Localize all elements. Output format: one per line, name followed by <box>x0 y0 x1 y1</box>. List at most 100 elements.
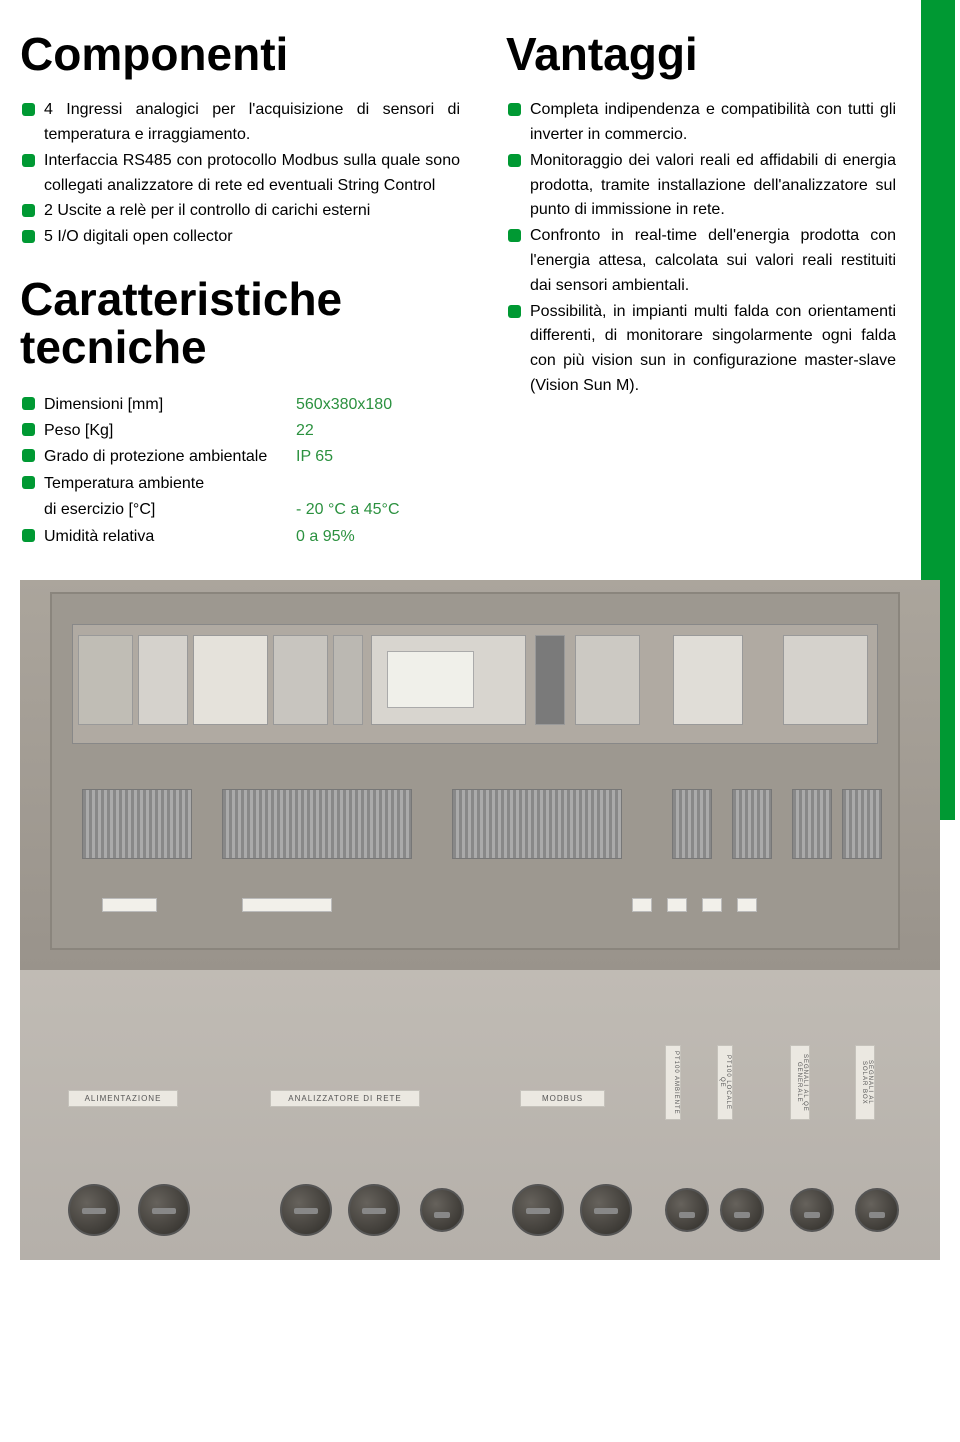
small-label-icon <box>632 898 652 912</box>
spec-label: Grado di protezione ambientale <box>44 444 296 470</box>
list-item-text: Completa indipendenza e compatibilità co… <box>530 101 896 143</box>
panel-label-segnali-solar: SEGNALI AL SOLAR BOX <box>855 1045 875 1120</box>
bullet-icon <box>22 529 35 542</box>
cable-gland-icon <box>280 1184 332 1236</box>
bullet-icon <box>22 204 35 217</box>
panel-label-segnali-qe: SEGNALI AL QE GENERALE <box>790 1045 810 1120</box>
bullet-icon <box>22 230 35 243</box>
list-item-text: Confronto in real-time dell'energia prod… <box>530 227 896 294</box>
cable-gland-icon <box>68 1184 120 1236</box>
list-item: 5 I/O digitali open collector <box>20 225 460 250</box>
terminal-block-icon <box>82 789 192 859</box>
list-item: Possibilità, in impianti multi falda con… <box>506 300 896 399</box>
list-item: Interfaccia RS485 con protocollo Modbus … <box>20 149 460 199</box>
bullet-icon <box>22 476 35 489</box>
terminal-block-icon <box>452 789 622 859</box>
cable-gland-icon <box>790 1188 834 1232</box>
spec-row: di esercizio [°C] - 20 °C a 45°C <box>20 497 460 523</box>
list-item-text: Interfaccia RS485 con protocollo Modbus … <box>44 152 460 194</box>
spec-row: Peso [Kg] 22 <box>20 418 460 444</box>
list-item-text: 4 Ingressi analogici per l'acquisizione … <box>44 101 460 143</box>
list-item: Completa indipendenza e compatibilità co… <box>506 98 896 148</box>
spec-label: di esercizio [°C] <box>44 497 296 523</box>
list-item-text: Possibilità, in impianti multi falda con… <box>530 303 896 394</box>
module-icon <box>783 635 868 725</box>
vantaggi-list: Completa indipendenza e compatibilità co… <box>506 98 896 399</box>
cabinet-interior <box>50 592 900 950</box>
heading-text: Caratteristiche tecniche <box>20 273 342 373</box>
spec-value: 560x380x180 <box>296 392 392 418</box>
panel-label-analizzatore: ANALIZZATORE DI RETE <box>270 1090 420 1107</box>
terminal-block-icon <box>222 789 412 859</box>
small-label-icon <box>242 898 332 912</box>
module-icon <box>193 635 268 725</box>
bullet-icon <box>508 154 521 167</box>
spec-row: Umidità relativa 0 a 95% <box>20 524 460 550</box>
display-module-icon <box>371 635 526 725</box>
cable-gland-icon <box>420 1188 464 1232</box>
cable-gland-icon <box>348 1184 400 1236</box>
panel-label-alimentazione: ALIMENTAZIONE <box>68 1090 178 1107</box>
cable-gland-icon <box>512 1184 564 1236</box>
spec-row: Grado di protezione ambientale IP 65 <box>20 444 460 470</box>
terminal-block-icon <box>792 789 832 859</box>
spec-row: Temperatura ambiente <box>20 471 460 497</box>
cabinet-bottom-panel: ALIMENTAZIONE ANALIZZATORE DI RETE MODBU… <box>20 970 940 1260</box>
spec-label: Umidità relativa <box>44 524 296 550</box>
panel-label-pt100-loc: PT100 LOCALE QE <box>717 1045 733 1120</box>
label-strip <box>92 898 858 918</box>
specs-list: Dimensioni [mm] 560x380x180 Peso [Kg] 22… <box>20 392 460 550</box>
module-icon <box>138 635 188 725</box>
bullet-icon <box>22 103 35 116</box>
module-icon <box>273 635 328 725</box>
terminal-block-icon <box>732 789 772 859</box>
panel-label-modbus: MODBUS <box>520 1090 605 1107</box>
right-column: Vantaggi Completa indipendenza e compati… <box>506 30 896 550</box>
cable-gland-icon <box>665 1188 709 1232</box>
bullet-icon <box>22 449 35 462</box>
panel-label-pt100-amb: PT100 AMBIENTE <box>665 1045 681 1120</box>
spec-value: IP 65 <box>296 444 333 470</box>
product-photo: ALIMENTAZIONE ANALIZZATORE DI RETE MODBU… <box>20 580 940 1260</box>
din-rail-upper <box>72 624 878 744</box>
small-label-icon <box>737 898 757 912</box>
din-rail-lower <box>72 784 878 869</box>
spec-row: Dimensioni [mm] 560x380x180 <box>20 392 460 418</box>
module-icon <box>673 635 743 725</box>
gland-row <box>20 1180 940 1240</box>
spec-label: Peso [Kg] <box>44 418 296 444</box>
left-column: Componenti 4 Ingressi analogici per l'ac… <box>20 30 460 550</box>
componenti-list: 4 Ingressi analogici per l'acquisizione … <box>20 98 460 250</box>
bullet-icon <box>508 103 521 116</box>
small-label-icon <box>667 898 687 912</box>
bullet-icon <box>508 305 521 318</box>
caratteristiche-heading: Caratteristiche tecniche <box>20 275 460 372</box>
spec-value: 0 a 95% <box>296 524 355 550</box>
cable-gland-icon <box>720 1188 764 1232</box>
list-item: Monitoraggio dei valori reali ed affidab… <box>506 149 896 223</box>
bullet-icon <box>22 423 35 436</box>
list-item-text: 5 I/O digitali open collector <box>44 228 233 245</box>
cable-gland-icon <box>138 1184 190 1236</box>
spec-label: Temperatura ambiente <box>44 471 296 497</box>
list-item-text: Monitoraggio dei valori reali ed affidab… <box>530 152 896 219</box>
module-icon <box>535 635 565 725</box>
module-icon <box>575 635 640 725</box>
spec-value: - 20 °C a 45°C <box>296 497 400 523</box>
vantaggi-heading: Vantaggi <box>506 30 896 78</box>
componenti-heading: Componenti <box>20 30 460 78</box>
list-item: 2 Uscite a relè per il controllo di cari… <box>20 199 460 224</box>
spec-value: 22 <box>296 418 314 444</box>
columns-container: Componenti 4 Ingressi analogici per l'ac… <box>20 30 920 550</box>
list-item-text: 2 Uscite a relè per il controllo di cari… <box>44 202 370 219</box>
bullet-icon <box>508 229 521 242</box>
list-item: Confronto in real-time dell'energia prod… <box>506 224 896 298</box>
cable-gland-icon <box>580 1184 632 1236</box>
small-label-icon <box>702 898 722 912</box>
page-root: Componenti 4 Ingressi analogici per l'ac… <box>0 0 960 1442</box>
list-item: 4 Ingressi analogici per l'acquisizione … <box>20 98 460 148</box>
small-label-icon <box>102 898 157 912</box>
module-icon <box>333 635 363 725</box>
terminal-block-icon <box>842 789 882 859</box>
terminal-block-icon <box>672 789 712 859</box>
